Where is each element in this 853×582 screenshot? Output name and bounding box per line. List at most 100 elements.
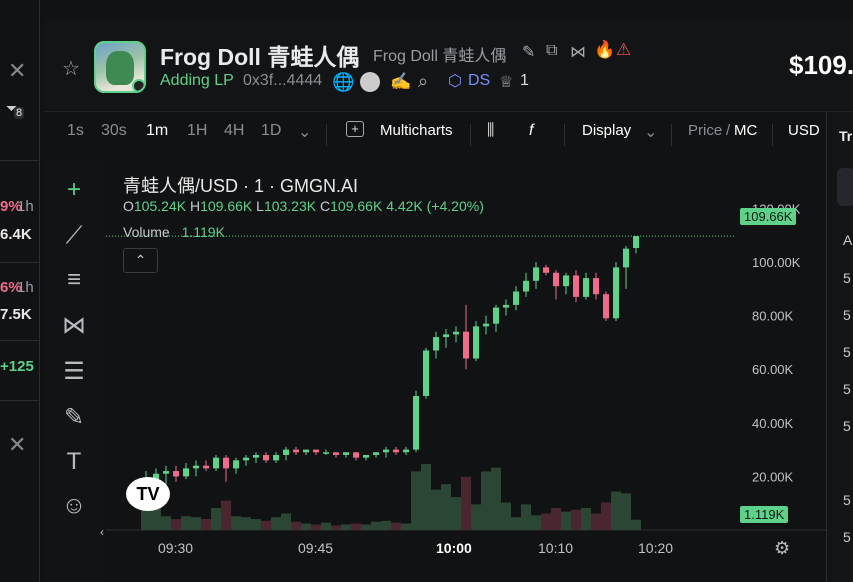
notes-icon[interactable]: ✍: [390, 72, 412, 91]
volume-bar: [531, 515, 541, 530]
trendline-icon[interactable]: ⟋: [65, 222, 83, 249]
y-tick-label: 20.00K: [752, 469, 794, 484]
chevron-down-icon[interactable]: ⌄: [644, 124, 658, 141]
candle-body: [593, 278, 599, 295]
candle-body: [353, 452, 359, 458]
text-icon[interactable]: T: [66, 448, 82, 475]
brush-icon[interactable]: ✎: [63, 404, 85, 431]
volume-bar: [161, 516, 171, 530]
candle-body: [423, 350, 429, 397]
favorite-star-icon[interactable]: ☆: [62, 58, 80, 80]
candle-body: [203, 465, 209, 469]
trade-row: 5: [843, 307, 851, 323]
volume-bar: [271, 517, 281, 530]
add-chart-icon[interactable]: +: [346, 121, 364, 137]
volume-bar: [391, 522, 401, 530]
slash-separator: /: [726, 122, 731, 139]
tf-1s[interactable]: 1s: [67, 122, 84, 139]
chevron-down-icon[interactable]: ⌄: [298, 124, 312, 141]
emoji-icon[interactable]: ☺: [61, 492, 87, 519]
horizontal-lines-icon[interactable]: ≡: [66, 266, 81, 293]
candle-body: [603, 294, 609, 319]
o-value: 105.24K: [133, 198, 187, 214]
close-icon[interactable]: ✕: [8, 58, 27, 83]
row2-value: 7.5K: [0, 306, 32, 323]
candle-body: [443, 334, 449, 338]
token-subname: Frog Doll 青蛙人偶: [373, 48, 507, 65]
candlestick-chart[interactable]: 120.00K100.00K80.00K60.00K40.00K20.00K09…: [106, 160, 826, 582]
trades-panel: Tr A 5 5 5 5 5 5 5: [826, 112, 853, 582]
volume-bar: [251, 519, 261, 530]
candle-body: [463, 331, 469, 359]
volume-bar: [541, 513, 551, 530]
currency-toggle[interactable]: USD: [788, 122, 820, 139]
settings-gear-icon[interactable]: ⚙: [774, 538, 791, 558]
display-button[interactable]: Display: [582, 122, 632, 139]
volume-bar: [241, 517, 251, 530]
fib-icon[interactable]: ☰: [63, 358, 85, 385]
last-volume-tag: 1.119K: [740, 506, 789, 523]
left-panel: ✕ ⏷ 8 9% 1h 6.4K 6% 1h 7.5K +125 ✕: [0, 0, 40, 582]
volume-bar: [311, 524, 321, 530]
edit-icon[interactable]: ✎: [522, 44, 536, 61]
filter-icon[interactable]: ⏷: [6, 100, 18, 116]
share-icon[interactable]: ⋈: [570, 44, 586, 61]
change-value: 4.42K (+4.20%): [386, 198, 484, 214]
row2-change: 6%: [0, 279, 22, 296]
collapse-toolbar-icon[interactable]: ‹: [100, 525, 104, 539]
candle-body: [263, 454, 269, 461]
copy-icon[interactable]: ⧉: [546, 42, 558, 59]
price-toggle[interactable]: Price: [688, 122, 723, 139]
volume-bar: [381, 520, 391, 530]
tf-30s[interactable]: 30s: [101, 122, 127, 139]
volume-bar: [471, 504, 481, 530]
drawing-toolbar: + ⟋ ≡ ⋈ ☰ ✎ T ☺ ‹: [44, 160, 106, 582]
c-value: 109.66K: [330, 198, 383, 214]
tf-1m[interactable]: 1m: [146, 122, 169, 139]
mc-toggle[interactable]: MC: [734, 122, 758, 139]
candles-icon[interactable]: ⫼: [487, 122, 495, 139]
tradingview-logo[interactable]: TV: [126, 477, 170, 511]
volume-bar: [611, 491, 621, 530]
candle-body: [243, 457, 249, 461]
pump-icon[interactable]: [360, 72, 380, 92]
candle-body: [383, 449, 389, 453]
candle-body: [573, 275, 579, 297]
trades-filter-button[interactable]: [837, 168, 853, 206]
warning-icon[interactable]: ⚠: [616, 40, 632, 59]
dexscreener-icon[interactable]: ⬡: [448, 73, 462, 90]
indicators-fx-button[interactable]: f: [529, 122, 534, 139]
tf-4h[interactable]: 4H: [224, 122, 245, 139]
candle-body: [503, 304, 509, 308]
volume-bar: [561, 511, 571, 530]
dexscreener-label[interactable]: DS: [468, 72, 491, 89]
volume-bar: [151, 502, 161, 530]
candle-body: [363, 454, 369, 458]
tf-1d[interactable]: 1D: [261, 122, 282, 139]
volume-bar: [481, 471, 491, 530]
pattern-icon[interactable]: ⋈: [62, 312, 86, 339]
divider: [671, 124, 672, 146]
globe-icon[interactable]: 🌐: [332, 72, 355, 92]
crosshair-icon[interactable]: +: [66, 176, 81, 203]
volume-bar: [361, 524, 371, 530]
close-icon[interactable]: ✕: [8, 432, 27, 457]
contract-address[interactable]: 0x3f...4444: [243, 72, 323, 89]
candle-body: [623, 248, 629, 268]
trades-tab[interactable]: Tr: [839, 128, 853, 144]
volume-bar: [201, 519, 211, 530]
chart-toolbar: 1s 30s 1m 1H 4H 1D ⌄ + Multicharts ⫼ f D…: [44, 121, 826, 150]
search-icon[interactable]: ⌕: [418, 71, 429, 91]
volume-bar: [411, 471, 421, 530]
collapse-legend-button[interactable]: ⌃: [123, 248, 158, 273]
x-tick-label: 09:45: [298, 540, 333, 556]
x-tick-label: 10:10: [538, 540, 573, 556]
volume-bar: [291, 521, 301, 530]
tf-1h[interactable]: 1H: [187, 122, 208, 139]
candle-body: [493, 307, 499, 324]
row1-value: 6.4K: [0, 226, 32, 243]
volume-bar: [551, 508, 561, 530]
trade-row: 5: [843, 270, 851, 286]
multicharts-button[interactable]: Multicharts: [380, 122, 453, 139]
volume-bar: [331, 525, 341, 530]
